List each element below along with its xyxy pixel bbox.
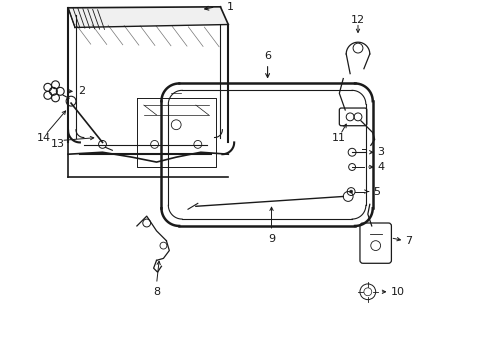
Text: 12: 12 (350, 15, 365, 24)
Text: 13: 13 (51, 139, 65, 149)
Polygon shape (68, 7, 228, 27)
Text: 6: 6 (264, 51, 270, 61)
Text: 14: 14 (37, 132, 50, 143)
Text: 5: 5 (372, 186, 379, 197)
Text: 10: 10 (389, 287, 404, 297)
Text: 7: 7 (405, 236, 411, 246)
Text: 11: 11 (331, 132, 345, 143)
Text: 8: 8 (153, 287, 160, 297)
Text: 2: 2 (78, 86, 85, 96)
Circle shape (349, 190, 352, 193)
Text: 4: 4 (377, 162, 384, 172)
Text: 1: 1 (226, 2, 233, 12)
Text: 9: 9 (267, 234, 275, 244)
Text: 3: 3 (377, 147, 384, 157)
